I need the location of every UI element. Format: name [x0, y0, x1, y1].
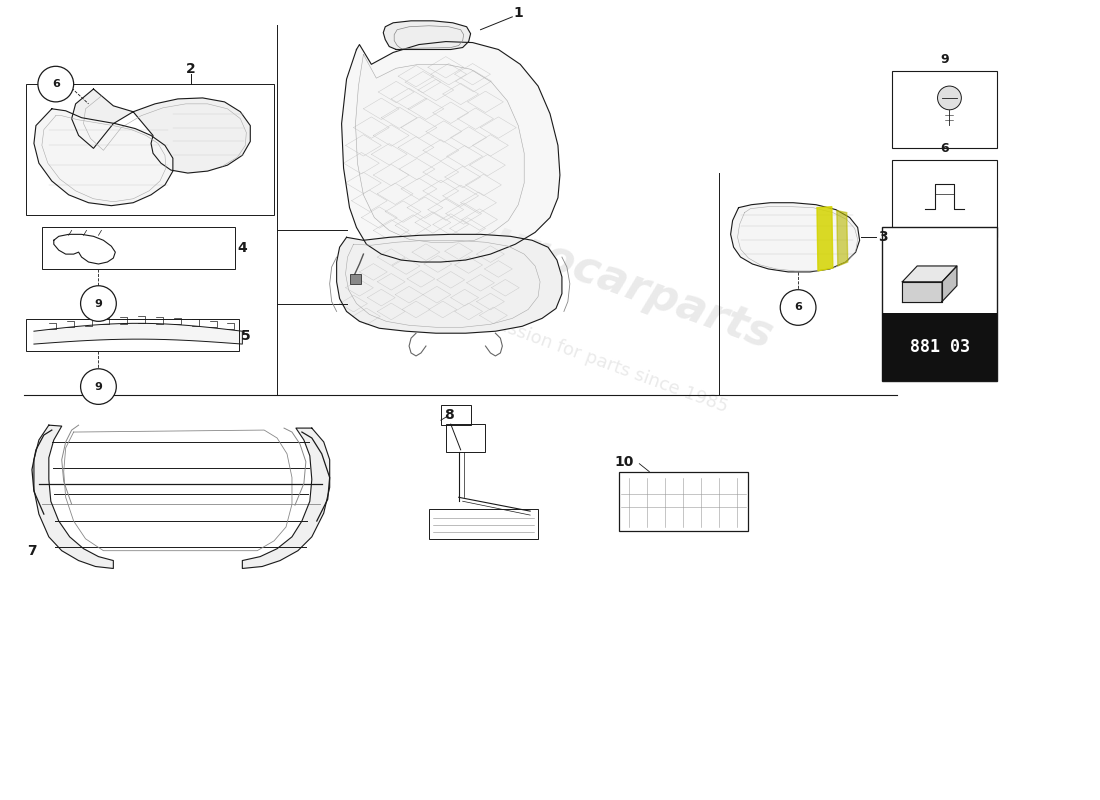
Polygon shape: [342, 42, 560, 262]
Bar: [892, 71, 997, 148]
Bar: [429, 509, 538, 539]
Polygon shape: [34, 109, 173, 206]
Bar: [446, 424, 485, 452]
Text: 9: 9: [95, 382, 102, 391]
Text: 3: 3: [878, 230, 888, 244]
Polygon shape: [902, 282, 942, 302]
Bar: [441, 406, 471, 425]
Text: 881 03: 881 03: [910, 338, 969, 356]
Text: 5: 5: [241, 329, 250, 343]
Circle shape: [80, 286, 117, 322]
Text: a passion for parts since 1985: a passion for parts since 1985: [469, 306, 730, 416]
Circle shape: [780, 290, 816, 326]
Text: 9: 9: [95, 298, 102, 309]
Text: 8: 8: [444, 408, 453, 422]
Bar: [42, 227, 235, 269]
Circle shape: [37, 66, 74, 102]
Text: 4: 4: [238, 241, 248, 255]
Polygon shape: [242, 428, 330, 569]
Text: 2: 2: [186, 62, 196, 76]
Polygon shape: [837, 210, 848, 266]
Text: eurocarparts: eurocarparts: [460, 206, 779, 358]
Circle shape: [937, 86, 961, 110]
Polygon shape: [355, 54, 525, 242]
Bar: [892, 160, 997, 238]
Bar: [882, 314, 997, 381]
Bar: [26, 84, 274, 214]
Text: 7: 7: [28, 544, 36, 558]
Polygon shape: [72, 89, 251, 173]
Text: 6: 6: [794, 302, 802, 313]
Bar: [619, 471, 748, 531]
Bar: [350, 274, 362, 284]
Text: 6: 6: [52, 79, 59, 89]
Polygon shape: [942, 266, 957, 302]
Polygon shape: [730, 202, 859, 272]
Polygon shape: [34, 323, 242, 344]
Text: 1: 1: [514, 6, 524, 20]
Polygon shape: [337, 234, 562, 333]
Polygon shape: [34, 425, 113, 569]
Circle shape: [80, 369, 117, 404]
Text: 6: 6: [940, 142, 949, 155]
Bar: [26, 319, 240, 351]
Bar: [882, 227, 997, 381]
Text: 10: 10: [615, 454, 634, 469]
Polygon shape: [817, 206, 833, 271]
Text: 9: 9: [940, 53, 949, 66]
Polygon shape: [902, 266, 957, 282]
Polygon shape: [383, 21, 471, 50]
